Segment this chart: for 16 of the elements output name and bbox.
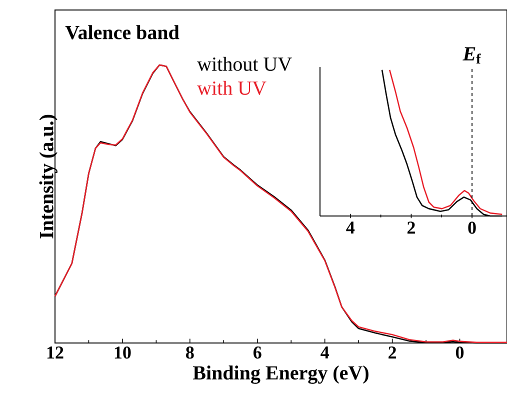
x-tick-label: 0: [468, 222, 476, 234]
x-tick-label: 2: [407, 222, 415, 234]
x-tick-label: 2: [388, 346, 396, 358]
x-tick-label: 12: [47, 346, 64, 358]
x-tick-label: 4: [320, 346, 330, 358]
x-tick-label: 0: [456, 346, 464, 359]
y-axis-title: Intensity (a.u.): [39, 114, 58, 238]
ref-line-label: E$_{f}$: [462, 47, 481, 64]
x-tick-label: 6: [253, 346, 262, 359]
series-label: with UV: [197, 80, 266, 95]
x-tick-label: 4: [346, 222, 355, 234]
text: Valence band: [65, 25, 180, 40]
series-label: without UV: [197, 56, 292, 71]
x-tick-label: 8: [186, 346, 194, 359]
x-tick-label: 10: [114, 346, 131, 359]
x-axis-title: Binding Energy (eV): [192, 366, 368, 384]
